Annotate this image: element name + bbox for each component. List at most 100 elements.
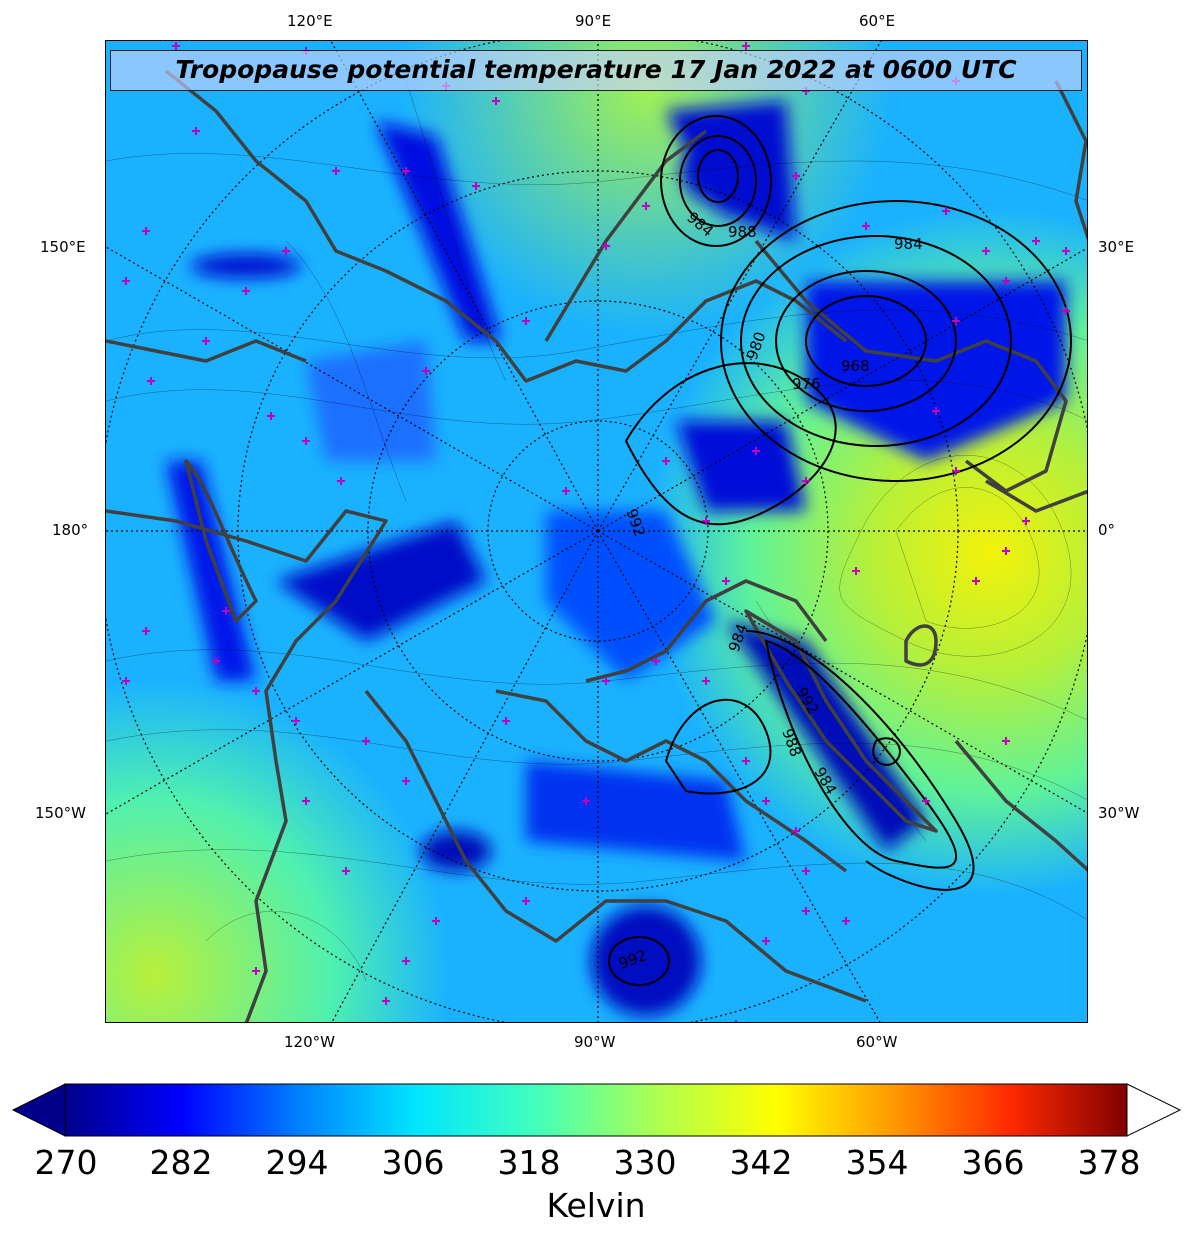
isobar-label: 988 [728, 223, 757, 241]
station-marker [122, 277, 130, 285]
graticule [106, 41, 1087, 1022]
station-marker [792, 827, 800, 835]
lon-label-left: 150°W [35, 804, 86, 822]
lon-label-right: 0° [1098, 521, 1116, 539]
colorbar-tick: 378 [1077, 1143, 1141, 1182]
station-marker [147, 377, 155, 385]
station-marker [382, 997, 390, 1005]
station-marker [842, 917, 850, 925]
isobar-label: 976 [792, 375, 821, 393]
station-marker [582, 797, 590, 805]
station-marker [122, 677, 130, 685]
lon-label-top: 90°E [575, 12, 612, 30]
isobar-label: 968 [841, 357, 870, 375]
lon-label-right: 30°E [1098, 238, 1135, 256]
station-marker [212, 657, 220, 665]
station-marker [202, 337, 210, 345]
station-marker [292, 717, 300, 725]
station-marker [602, 677, 610, 685]
colorbar-tick: 366 [961, 1143, 1025, 1182]
station-marker [332, 167, 340, 175]
isobar-label: 984 [894, 235, 923, 253]
lon-label-right: 30°W [1098, 804, 1140, 822]
station-marker [142, 227, 150, 235]
station-marker [982, 247, 990, 255]
station-marker [1032, 237, 1040, 245]
station-marker [952, 317, 960, 325]
station-marker [302, 437, 310, 445]
station-markers [122, 42, 1070, 1022]
station-marker [172, 42, 180, 50]
station-marker [472, 182, 480, 190]
colorbar [11, 1083, 1182, 1137]
station-marker [252, 687, 260, 695]
lon-label-left: 150°E [40, 238, 86, 256]
station-marker [862, 222, 870, 230]
station-marker [752, 447, 760, 455]
title-box: Tropopause potential temperature 17 Jan … [110, 50, 1082, 91]
lon-label-left: 180° [52, 521, 89, 539]
station-marker [402, 957, 410, 965]
station-marker [942, 207, 950, 215]
colorbar-tick: 354 [845, 1143, 909, 1182]
station-marker [1002, 737, 1010, 745]
station-marker [502, 717, 510, 725]
station-marker [222, 607, 230, 615]
station-marker [652, 657, 660, 665]
station-marker [1002, 277, 1010, 285]
station-marker [742, 757, 750, 765]
station-marker [492, 97, 500, 105]
station-marker [402, 777, 410, 785]
station-marker [972, 577, 980, 585]
lon-label-bottom: 90°W [574, 1033, 616, 1051]
station-marker [402, 167, 410, 175]
station-marker [602, 242, 610, 250]
station-marker [722, 577, 730, 585]
station-marker [302, 797, 310, 805]
station-marker [952, 467, 960, 475]
colorbar-extend-low [11, 1083, 66, 1137]
station-marker [762, 797, 770, 805]
station-marker [742, 42, 750, 50]
station-marker [522, 317, 530, 325]
station-marker [735, 1020, 737, 1022]
lon-label-top: 120°E [287, 12, 333, 30]
station-marker [702, 677, 710, 685]
station-marker [802, 867, 810, 875]
station-marker [702, 517, 710, 525]
map-panel: 984 988 984 980 976 968 992 984 992 988 … [105, 40, 1088, 1023]
station-marker [1062, 247, 1070, 255]
station-marker [1002, 547, 1010, 555]
isobars [608, 115, 1072, 986]
lon-label-bottom: 60°W [856, 1033, 898, 1051]
station-marker [802, 477, 810, 485]
station-marker [242, 287, 250, 295]
colorbar-tick: 270 [34, 1143, 98, 1182]
station-marker [142, 627, 150, 635]
station-marker [337, 477, 345, 485]
tropopause-map: 984 988 984 980 976 968 992 984 992 988 … [106, 41, 1087, 1022]
station-marker [562, 487, 570, 495]
station-marker [252, 967, 260, 975]
station-marker [362, 737, 370, 745]
station-marker [342, 867, 350, 875]
station-marker [932, 407, 940, 415]
station-marker [192, 127, 200, 135]
station-marker [1062, 307, 1070, 315]
station-marker [522, 897, 530, 905]
station-marker [267, 412, 275, 420]
station-marker [792, 172, 800, 180]
colorbar-tick: 294 [265, 1143, 329, 1182]
station-marker [762, 937, 770, 945]
colorbar-gradient [64, 1083, 1128, 1137]
station-marker [642, 202, 650, 210]
station-marker [282, 247, 290, 255]
colorbar-label: Kelvin [546, 1186, 646, 1225]
colorbar-tick: 306 [381, 1143, 445, 1182]
colorbar-tick: 342 [729, 1143, 793, 1182]
station-marker [802, 907, 810, 915]
colorbar-tick: 282 [149, 1143, 213, 1182]
station-marker [1022, 517, 1030, 525]
lon-label-bottom: 120°W [284, 1033, 335, 1051]
colorbar-extend-high [1126, 1083, 1182, 1137]
